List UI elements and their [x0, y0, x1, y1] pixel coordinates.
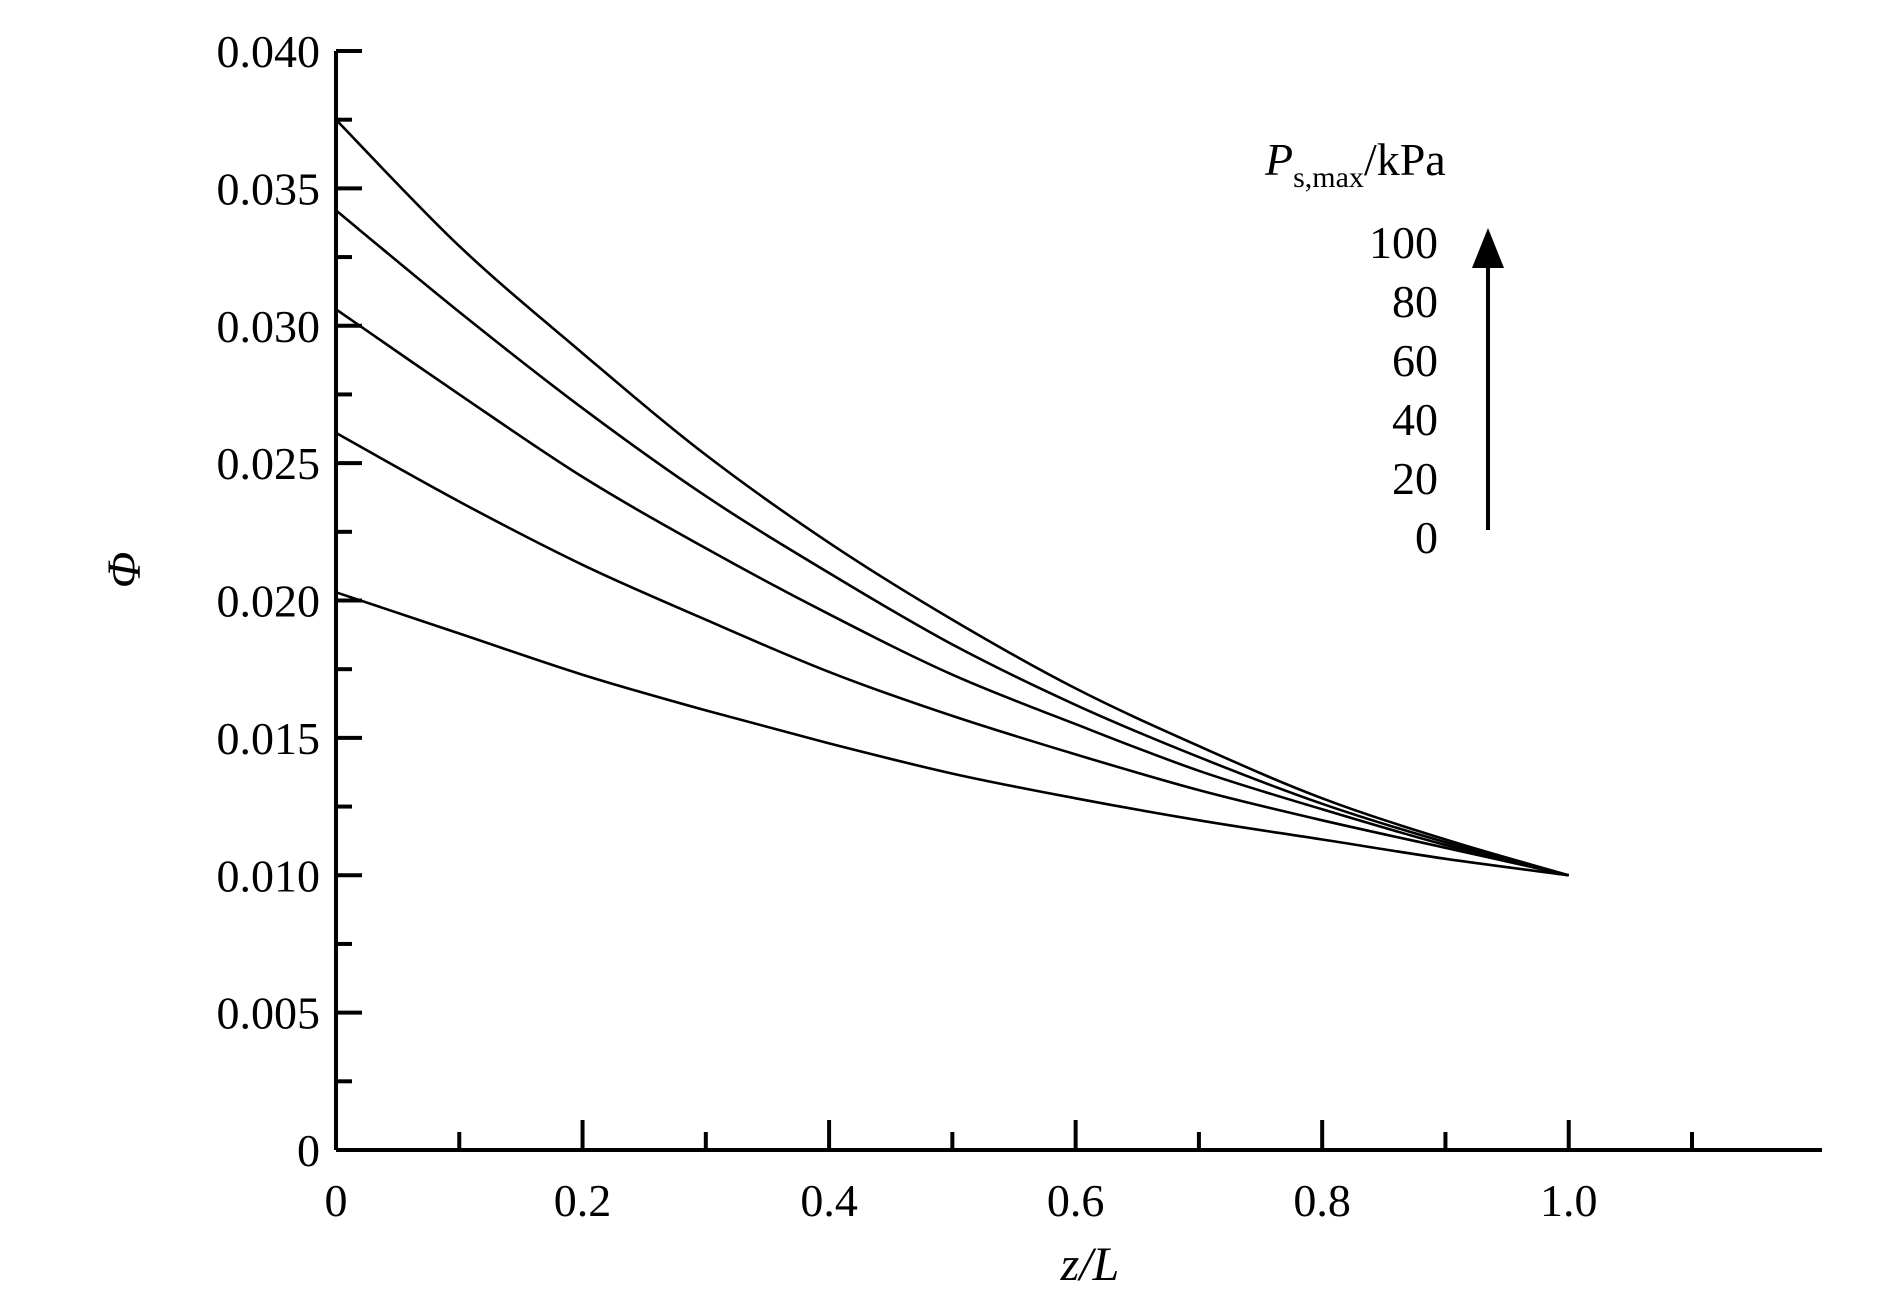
legend-value: 80 [1392, 276, 1438, 327]
legend-value: 20 [1392, 453, 1438, 504]
increase-arrow-icon [1472, 228, 1504, 530]
axes [334, 51, 1822, 1152]
x-axis-title: z/L [1060, 1238, 1120, 1291]
y-tick-label: 0.040 [217, 26, 321, 77]
series-line-4 [335, 118, 1570, 877]
x-tick-label: 1.0 [1540, 1175, 1598, 1226]
series-line-2 [335, 308, 1570, 877]
series-lines [335, 118, 1570, 877]
legend-title: Ps,max/kPa [1264, 134, 1446, 194]
y-tick-label: 0.015 [217, 713, 321, 764]
x-tick-label: 0.4 [800, 1175, 858, 1226]
x-tick-label: 0.2 [554, 1175, 612, 1226]
y-tick-label: 0.025 [217, 438, 321, 489]
legend-title-unit: /kPa [1364, 134, 1446, 185]
legend: Ps,max/kPa 100 80 60 40 20 0 [1264, 134, 1504, 563]
y-tick-label: 0.035 [217, 163, 321, 214]
y-tick-label: 0.010 [217, 850, 321, 901]
series-line-0 [335, 591, 1569, 877]
y-tick-label: 0.005 [217, 988, 321, 1039]
y-tick-label: 0.030 [217, 301, 321, 352]
series-line-1 [335, 431, 1569, 877]
legend-value: 60 [1392, 335, 1438, 386]
legend-title-subscript: s,max [1293, 161, 1364, 194]
legend-value: 40 [1392, 394, 1438, 445]
legend-value: 0 [1415, 512, 1438, 563]
legend-value: 100 [1369, 217, 1438, 268]
y-tick-label: 0 [297, 1125, 320, 1176]
x-axis-ticks: 0 0.2 0.4 0.6 0.8 1.0 [325, 1120, 1694, 1226]
x-tick-label: 0.8 [1293, 1175, 1351, 1226]
x-tick-label: 0 [325, 1175, 348, 1226]
series-line-3 [335, 209, 1570, 877]
y-axis-title: Φ [98, 552, 151, 589]
y-axis-ticks: 0 0.005 0.010 0.015 0.020 0.025 0.030 0.035 0.04… [217, 26, 362, 1176]
legend-values: 100 80 60 40 20 0 [1369, 217, 1438, 563]
legend-title-symbol: P [1264, 134, 1293, 185]
x-tick-label: 0.6 [1047, 1175, 1105, 1226]
y-tick-label: 0.020 [217, 576, 321, 627]
